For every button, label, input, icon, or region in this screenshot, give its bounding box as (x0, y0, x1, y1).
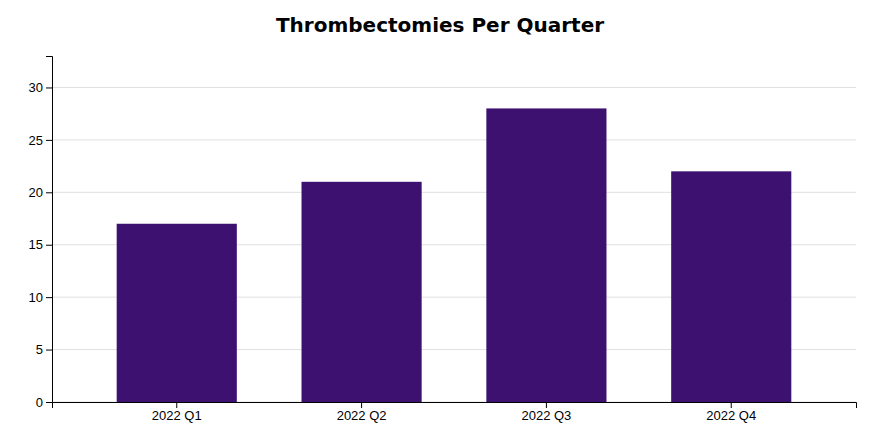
chart-svg: 2022 Q1 2022 Q2 2022 Q3 2022 Q4 0 5 10 15 20 25 30… (0, 0, 880, 446)
y-tick-label: 25 (29, 133, 43, 148)
y-axis-line (46, 57, 53, 403)
y-tick-mark (46, 192, 52, 193)
y-tick: 0 (36, 395, 52, 410)
y-tick-label: 30 (29, 80, 43, 95)
bar (486, 108, 606, 402)
grid-line (52, 139, 856, 140)
title: Thrombectomies Per Quarter (276, 13, 604, 37)
y-tick: 30 (29, 80, 52, 95)
grid-line (52, 87, 856, 88)
bar (302, 182, 422, 402)
bar (117, 224, 237, 402)
y-tick-mark (46, 87, 52, 88)
x-tick: 2022 Q2 (337, 402, 387, 423)
x-tick: 2022 Q4 (706, 402, 756, 423)
chart-container: 2022 Q1 2022 Q2 2022 Q3 2022 Q4 0 5 10 15 20 25 30… (0, 0, 880, 446)
y-tick-mark (46, 140, 52, 141)
y-tick-mark (46, 350, 52, 351)
x-tick-label: 2022 Q3 (521, 408, 571, 423)
y-tick-label: 0 (36, 395, 43, 410)
x-axis-line (53, 403, 857, 409)
y-tick: 25 (29, 133, 52, 148)
grid (52, 87, 856, 402)
plot: 2022 Q1 2022 Q2 2022 Q3 2022 Q4 0 5 10 15 20 25 30 (29, 57, 857, 424)
x-tick-label: 2022 Q2 (337, 408, 387, 423)
y-tick-mark (46, 402, 52, 403)
x-tick-label: 2022 Q1 (152, 408, 202, 423)
x-axis: 2022 Q1 2022 Q2 2022 Q3 2022 Q4 (53, 402, 857, 423)
bar (671, 171, 791, 402)
y-axis: 0 5 10 15 20 25 30 (29, 57, 53, 410)
y-tick-label: 5 (36, 342, 43, 357)
y-tick-label: 10 (29, 290, 43, 305)
x-tick: 2022 Q3 (521, 402, 571, 423)
y-tick-label: 20 (29, 185, 43, 200)
y-tick: 10 (29, 290, 52, 305)
x-tick-mark (361, 402, 362, 408)
x-tick-mark (546, 402, 547, 408)
y-tick-mark (46, 245, 52, 246)
y-tick-mark (46, 297, 52, 298)
x-tick: 2022 Q1 (152, 402, 202, 423)
y-tick: 20 (29, 185, 52, 200)
y-tick: 5 (36, 342, 52, 357)
x-tick-mark (731, 402, 732, 408)
x-tick-mark (176, 402, 177, 408)
y-tick: 15 (29, 237, 52, 252)
x-tick-label: 2022 Q4 (706, 408, 756, 423)
bars (117, 108, 792, 402)
y-tick-label: 15 (29, 237, 43, 252)
